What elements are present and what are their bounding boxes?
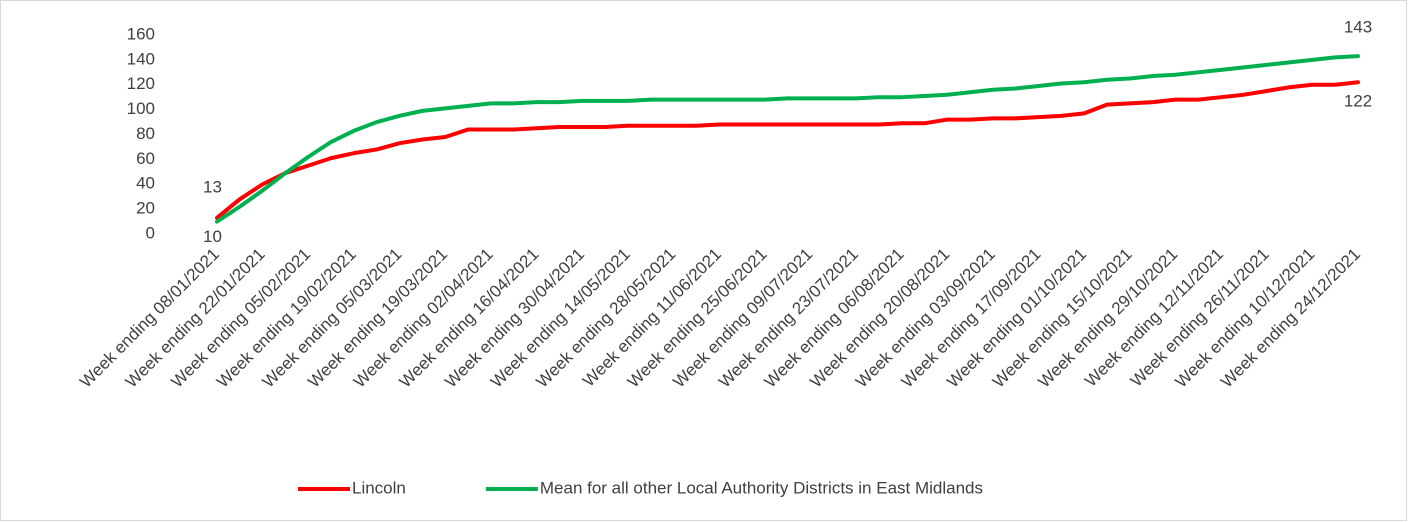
- y-tick-label: 120: [127, 74, 155, 93]
- series-line: [215, 54, 1360, 224]
- y-tick-label: 100: [127, 99, 155, 118]
- legend-label: Mean for all other Local Authority Distr…: [540, 478, 983, 497]
- y-tick-label: 80: [136, 124, 155, 143]
- y-tick-label: 20: [136, 199, 155, 218]
- y-tick-label: 140: [127, 49, 155, 68]
- data-label: 122: [1344, 92, 1372, 111]
- y-tick-label: 40: [136, 174, 155, 193]
- data-label: 143: [1344, 18, 1372, 37]
- y-tick-label: 160: [127, 24, 155, 43]
- y-tick-label: 60: [136, 149, 155, 168]
- data-label: 13: [203, 177, 222, 196]
- legend-label: Lincoln: [352, 478, 406, 497]
- y-tick-label: 0: [146, 223, 155, 242]
- series-line: [215, 80, 1360, 220]
- data-label: 10: [203, 227, 222, 246]
